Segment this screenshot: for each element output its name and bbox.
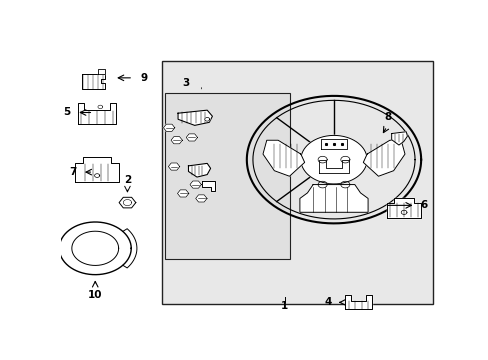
Polygon shape: [386, 198, 421, 217]
Polygon shape: [171, 136, 182, 144]
Text: 8: 8: [384, 112, 391, 122]
Text: 1: 1: [281, 301, 288, 311]
Polygon shape: [195, 195, 206, 202]
Polygon shape: [345, 295, 371, 310]
Polygon shape: [59, 222, 131, 275]
Polygon shape: [189, 181, 201, 188]
Polygon shape: [263, 140, 304, 176]
Polygon shape: [75, 157, 119, 182]
Polygon shape: [188, 163, 210, 177]
Polygon shape: [98, 69, 104, 74]
Text: 3: 3: [182, 78, 189, 89]
Polygon shape: [300, 135, 366, 184]
Polygon shape: [202, 181, 215, 191]
Text: 4: 4: [324, 297, 331, 307]
Text: 6: 6: [420, 201, 427, 210]
Text: 10: 10: [88, 290, 102, 300]
Polygon shape: [119, 197, 136, 208]
Text: 2: 2: [123, 175, 131, 185]
Polygon shape: [320, 139, 346, 149]
Polygon shape: [168, 163, 180, 170]
Bar: [161, 61, 432, 304]
Polygon shape: [163, 124, 175, 131]
Polygon shape: [299, 185, 367, 212]
Bar: [165, 93, 290, 260]
Polygon shape: [186, 134, 197, 141]
Polygon shape: [363, 140, 404, 176]
Polygon shape: [78, 103, 116, 124]
Polygon shape: [318, 159, 348, 174]
Text: 7: 7: [69, 167, 76, 177]
Polygon shape: [177, 190, 188, 197]
Polygon shape: [391, 132, 407, 145]
Text: 5: 5: [63, 108, 70, 117]
Polygon shape: [81, 74, 104, 89]
Text: 9: 9: [141, 73, 147, 83]
Polygon shape: [204, 117, 209, 121]
Polygon shape: [178, 110, 212, 125]
